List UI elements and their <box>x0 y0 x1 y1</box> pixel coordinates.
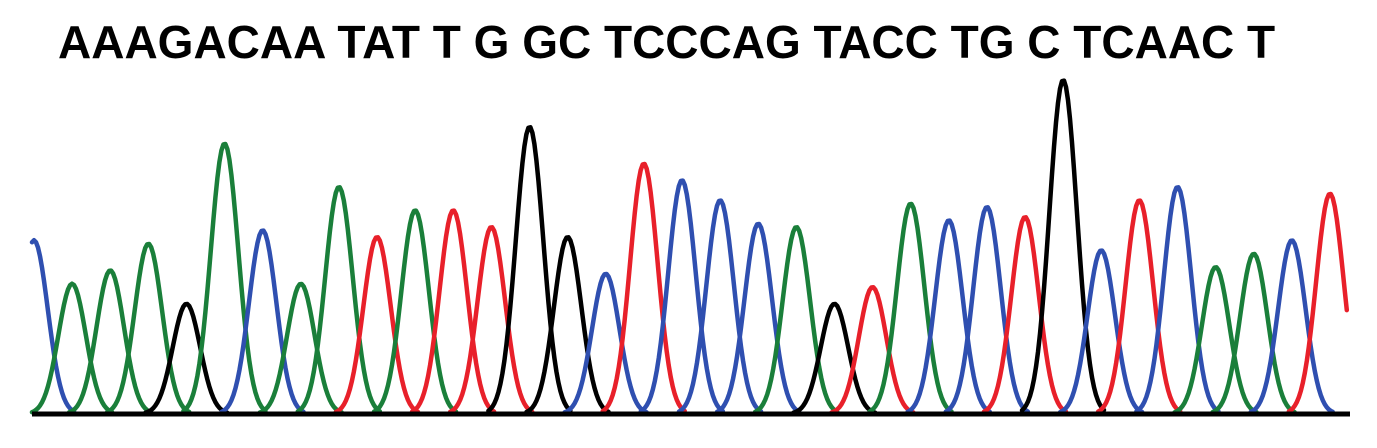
trace-peak-19-C <box>676 198 764 414</box>
trace-peak-18-C <box>638 178 726 414</box>
trace-peak-1-C <box>29 238 77 414</box>
trace-peak-26-C <box>943 205 1031 414</box>
trace-peak-35-T <box>1286 191 1350 414</box>
trace-peak-17-T <box>600 161 687 414</box>
trace-peak-27-T <box>981 215 1069 415</box>
trace-peak-14-G <box>486 125 573 414</box>
trace-peak-20-C <box>714 221 802 415</box>
trace-peak-28-G <box>1019 78 1107 413</box>
trace-peak-22-G <box>791 301 878 416</box>
trace-peak-30-T <box>1095 198 1183 414</box>
trace-peak-2-A <box>29 281 115 415</box>
trace-peak-32-A <box>1172 265 1259 415</box>
trace-group <box>29 78 1350 416</box>
trace-peak-25-C <box>905 218 992 415</box>
trace-peak-21-A <box>752 225 840 415</box>
trace-peak-6-A <box>181 141 268 414</box>
trace-peak-7-C <box>219 228 306 415</box>
base-call-sequence: AAAGACAA TAT T G GC TCCCAG TACC TG C TCA… <box>58 16 1275 68</box>
trace-peak-31-C <box>1134 185 1221 414</box>
trace-peak-16-C <box>562 271 649 415</box>
trace-peak-9-A <box>295 185 383 414</box>
trace-peak-8-A <box>257 281 344 415</box>
trace-peak-4-A <box>104 241 192 415</box>
trace-peak-11-A <box>371 208 459 414</box>
trace-peak-24-A <box>867 201 954 414</box>
trace-peak-12-T <box>409 208 497 414</box>
trace-peak-29-C <box>1057 248 1145 415</box>
trace-peak-23-T <box>829 285 916 415</box>
trace-peak-5-G <box>143 301 230 416</box>
trace-peak-34-C <box>1248 238 1335 415</box>
trace-peak-13-T <box>447 225 535 415</box>
trace-peak-3-A <box>66 268 154 415</box>
trace-peak-15-G <box>524 235 611 415</box>
trace-peak-33-A <box>1210 251 1297 415</box>
trace-peak-10-T <box>333 235 421 415</box>
